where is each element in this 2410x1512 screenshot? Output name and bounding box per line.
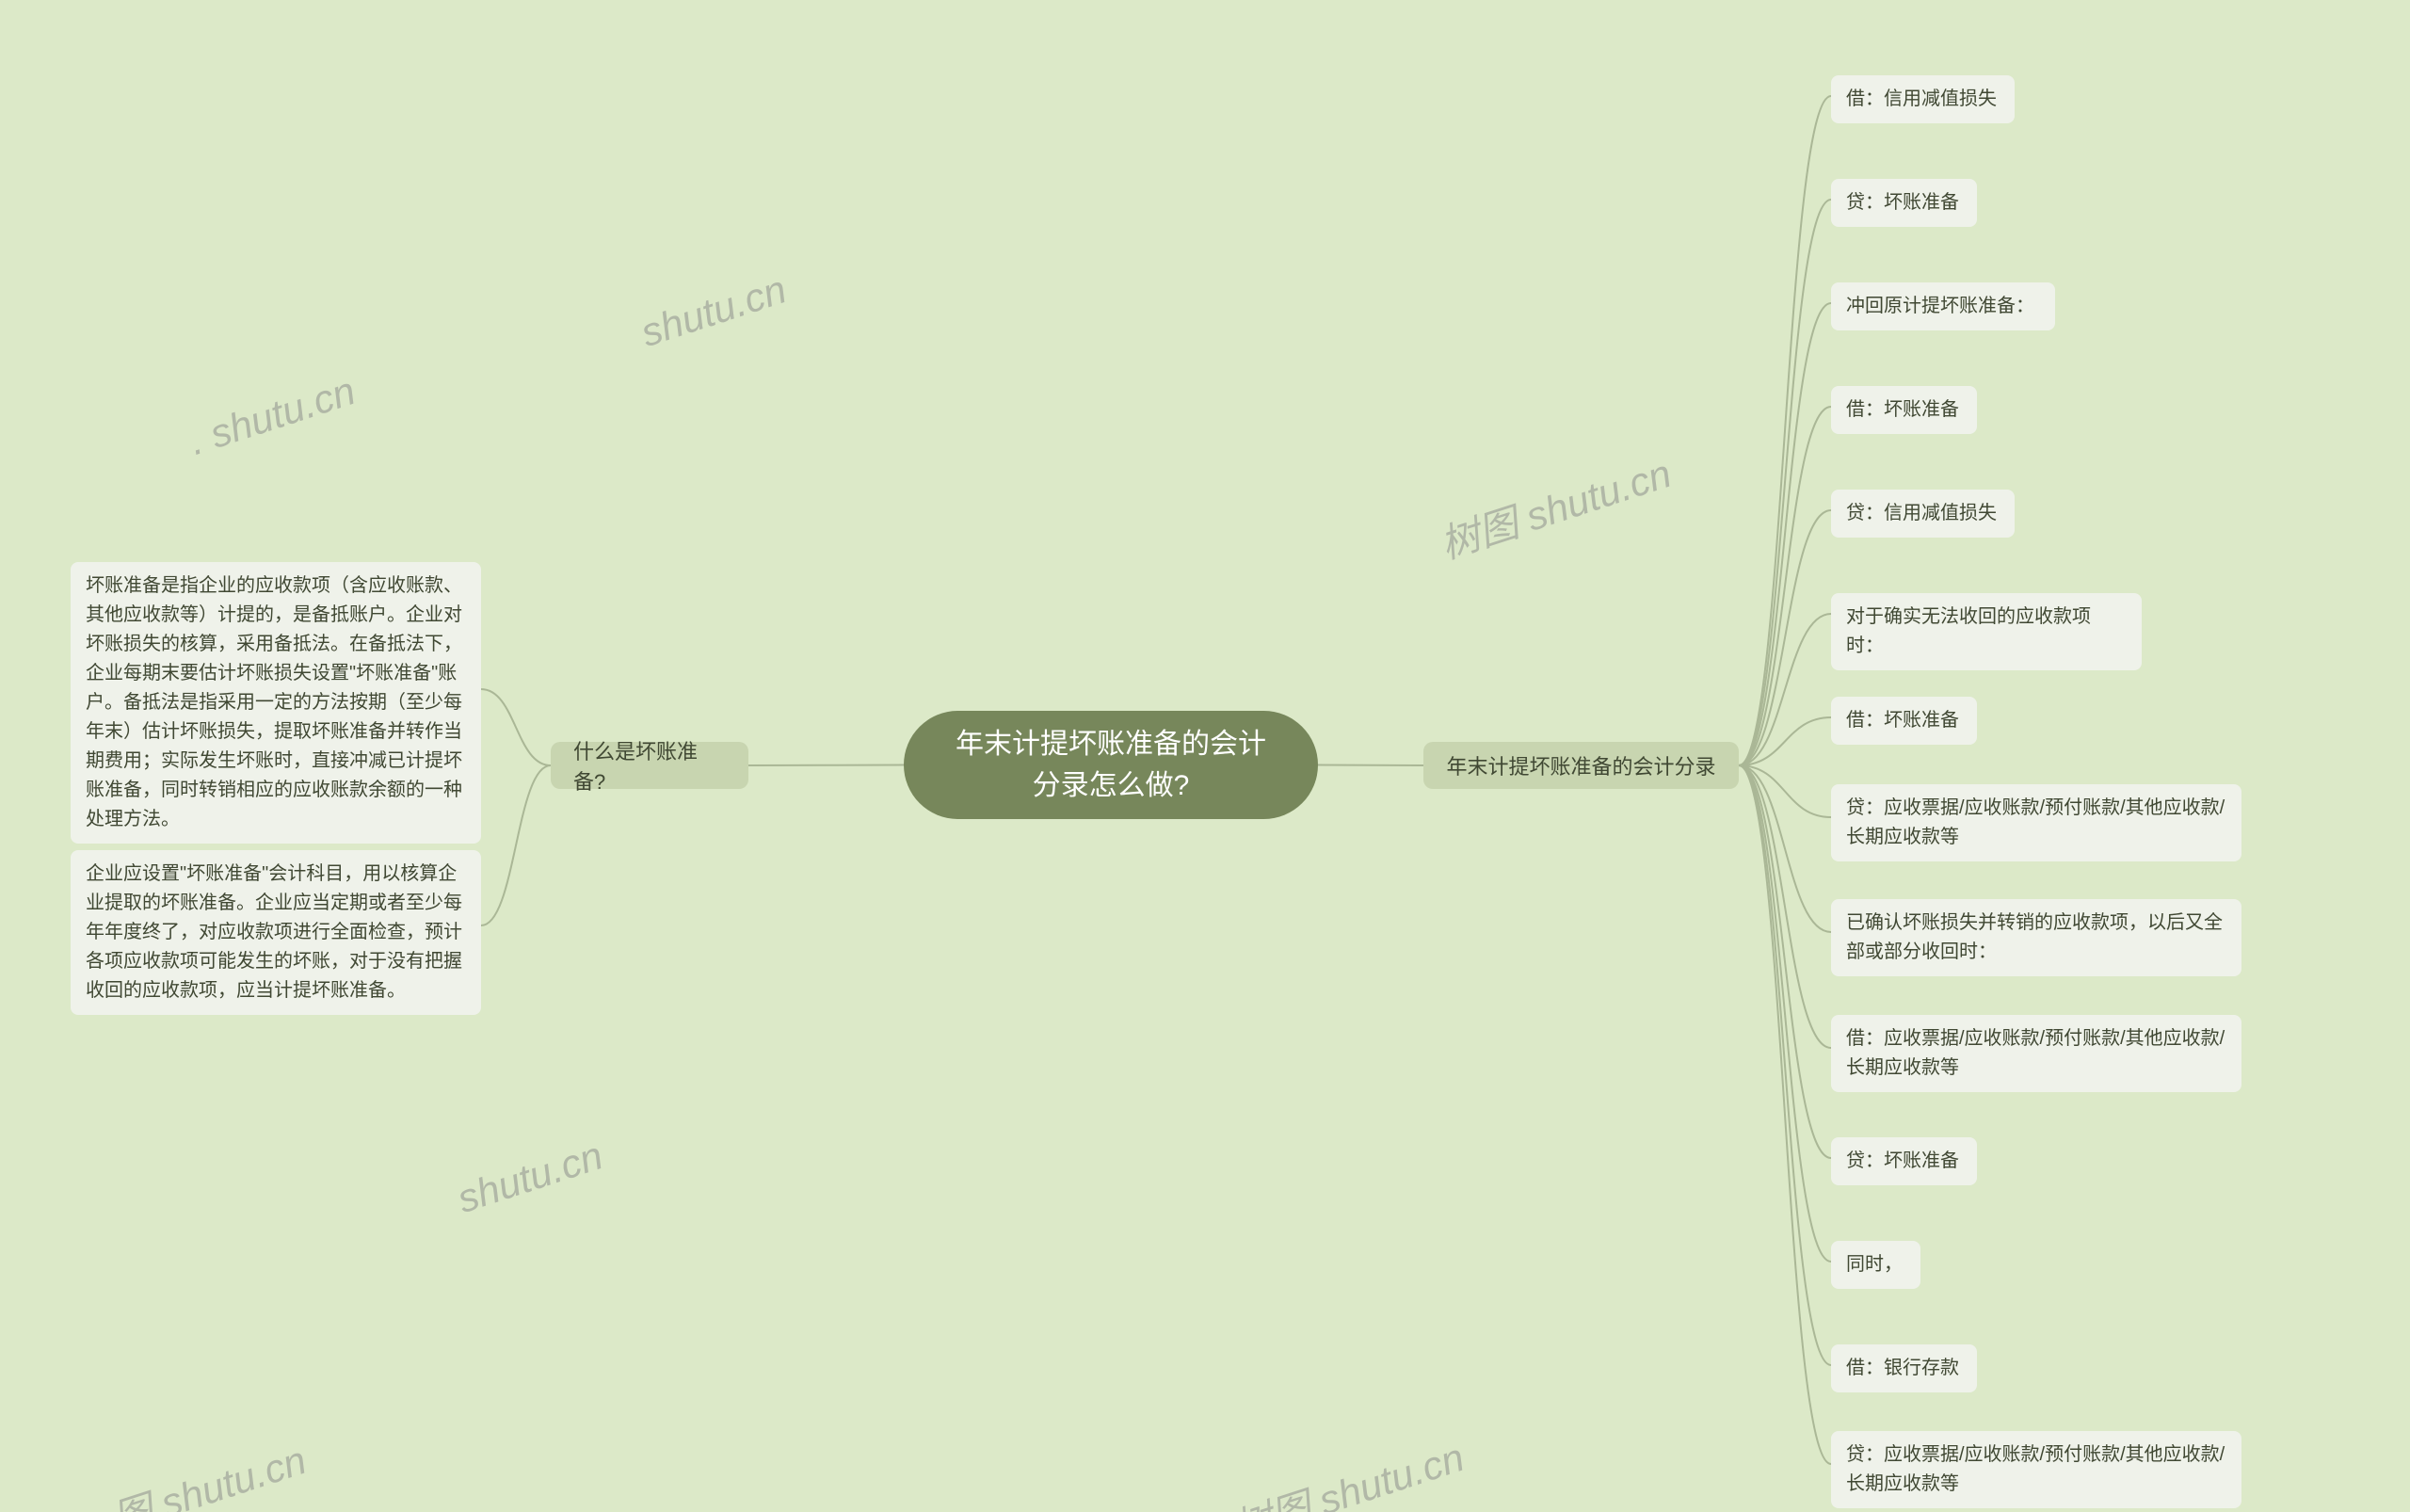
watermark-1: shutu.cn xyxy=(452,1133,608,1222)
left-branch-node[interactable]: 什么是坏账准备? xyxy=(551,742,748,789)
right-branch-node[interactable]: 年末计提坏账准备的会计分录 xyxy=(1423,742,1739,789)
mindmap-canvas: 年末计提坏账准备的会计 分录怎么做? 什么是坏账准备? 年末计提坏账准备的会计分… xyxy=(0,0,2410,1512)
right-leaf-8[interactable]: 已确认坏账损失并转销的应收款项，以后又全部或部分收回时： xyxy=(1831,899,2241,976)
right-leaf-3[interactable]: 借：坏账准备 xyxy=(1831,386,1977,434)
right-leaf-2[interactable]: 冲回原计提坏账准备： xyxy=(1831,282,2055,330)
central-line1: 年末计提坏账准备的会计 xyxy=(956,729,1266,760)
right-leaf-4[interactable]: 贷：信用减值损失 xyxy=(1831,490,2015,538)
watermark-2: . shutu.cn xyxy=(184,368,361,464)
watermark-3: shutu.cn xyxy=(635,266,792,356)
left-branch-label: 什么是坏账准备? xyxy=(573,735,726,796)
right-leaf-6[interactable]: 借：坏账准备 xyxy=(1831,697,1977,745)
watermark-5: 树图 shutu.cn xyxy=(1225,1425,1470,1512)
right-leaf-0[interactable]: 借：信用减值损失 xyxy=(1831,75,2015,123)
right-leaf-9[interactable]: 借：应收票据/应收账款/预付账款/其他应收款/长期应收款等 xyxy=(1831,1015,2241,1092)
right-leaf-7[interactable]: 贷：应收票据/应收账款/预付账款/其他应收款/长期应收款等 xyxy=(1831,784,2241,861)
right-leaf-13[interactable]: 贷：应收票据/应收账款/预付账款/其他应收款/长期应收款等 xyxy=(1831,1431,2241,1508)
central-node[interactable]: 年末计提坏账准备的会计 分录怎么做? xyxy=(904,711,1318,819)
right-leaf-1[interactable]: 贷：坏账准备 xyxy=(1831,179,1977,227)
right-leaf-5[interactable]: 对于确实无法收回的应收款项时： xyxy=(1831,593,2142,670)
left-leaf-1[interactable]: 企业应设置"坏账准备"会计科目，用以核算企业提取的坏账准备。企业应当定期或者至少… xyxy=(71,850,481,1015)
central-line2: 分录怎么做? xyxy=(1033,770,1190,801)
right-leaf-11[interactable]: 同时， xyxy=(1831,1241,1920,1289)
left-leaf-0[interactable]: 坏账准备是指企业的应收款项（含应收账款、其他应收款等）计提的，是备抵账户。企业对… xyxy=(71,562,481,844)
right-leaf-10[interactable]: 贷：坏账准备 xyxy=(1831,1137,1977,1185)
watermark-0: 图 shutu.cn xyxy=(104,1428,313,1512)
right-leaf-12[interactable]: 借：银行存款 xyxy=(1831,1344,1977,1392)
right-branch-label: 年末计提坏账准备的会计分录 xyxy=(1446,750,1715,780)
watermark-4: 树图 shutu.cn xyxy=(1432,442,1678,571)
